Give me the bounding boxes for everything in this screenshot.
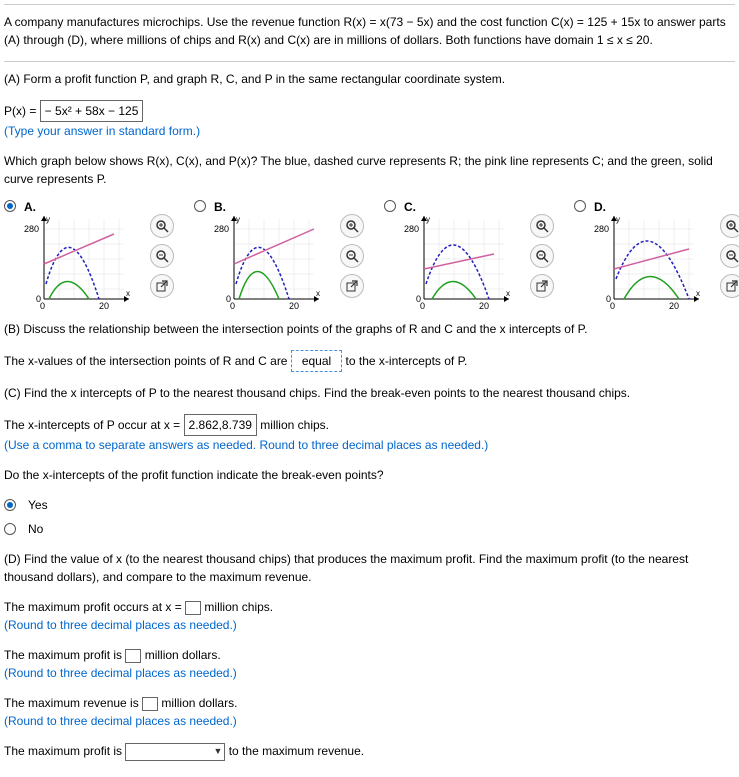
svg-text:0: 0 bbox=[606, 294, 611, 304]
part-a-hint: (Type your answer in standard form.) bbox=[4, 122, 735, 140]
zoom-out-icon[interactable] bbox=[720, 244, 739, 268]
part-c-question: Do the x-intercepts of the profit functi… bbox=[4, 466, 735, 484]
svg-text:20: 20 bbox=[99, 301, 109, 311]
zoom-in-icon[interactable] bbox=[720, 214, 739, 238]
svg-text:x: x bbox=[506, 289, 510, 298]
part-c-hint: (Use a comma to separate answers as need… bbox=[4, 436, 735, 454]
open-external-icon[interactable] bbox=[150, 274, 174, 298]
label-no: No bbox=[28, 520, 43, 538]
d-hint-1: (Round to three decimal places as needed… bbox=[4, 616, 735, 634]
graph-c: 280 0 20 y x 0 bbox=[404, 214, 524, 314]
radio-option-d[interactable] bbox=[574, 200, 586, 212]
svg-text:280: 280 bbox=[594, 224, 609, 234]
radio-yes[interactable] bbox=[4, 499, 16, 511]
choice-b-label: B. bbox=[214, 200, 364, 214]
zoom-out-icon[interactable] bbox=[150, 244, 174, 268]
d-l2-input[interactable] bbox=[125, 649, 141, 663]
zoom-in-icon[interactable] bbox=[340, 214, 364, 238]
graph-a: 280 0 20 y x 0 bbox=[24, 214, 144, 314]
which-graph-question: Which graph below shows R(x), C(x), and … bbox=[4, 152, 735, 188]
graph-d: 280 0 20 y x 0 bbox=[594, 214, 714, 314]
d-l3-input[interactable] bbox=[142, 697, 158, 711]
d-l1-pre: The maximum profit occurs at x = bbox=[4, 600, 182, 614]
open-external-icon[interactable] bbox=[340, 274, 364, 298]
radio-no[interactable] bbox=[4, 523, 16, 535]
svg-text:y: y bbox=[236, 215, 240, 224]
open-external-icon[interactable] bbox=[720, 274, 739, 298]
svg-text:280: 280 bbox=[214, 224, 229, 234]
zoom-in-icon[interactable] bbox=[150, 214, 174, 238]
d-l2-pre: The maximum profit is bbox=[4, 648, 122, 662]
part-a-title: (A) Form a profit function P, and graph … bbox=[4, 70, 735, 88]
svg-text:0: 0 bbox=[226, 294, 231, 304]
graph-b: 280 0 20 y x 0 bbox=[214, 214, 334, 314]
radio-option-a[interactable] bbox=[4, 200, 16, 212]
open-external-icon[interactable] bbox=[530, 274, 554, 298]
part-c-pre: The x-intercepts of P occur at x = bbox=[4, 418, 180, 432]
svg-text:x: x bbox=[696, 289, 700, 298]
svg-text:x: x bbox=[316, 289, 320, 298]
d-l3-post: million dollars. bbox=[161, 696, 237, 710]
zoom-in-icon[interactable] bbox=[530, 214, 554, 238]
svg-text:y: y bbox=[616, 215, 620, 224]
zoom-out-icon[interactable] bbox=[340, 244, 364, 268]
d-hint-3: (Round to three decimal places as needed… bbox=[4, 712, 735, 730]
graph-choices: A. 280 0 20 y bbox=[4, 200, 735, 314]
svg-text:280: 280 bbox=[24, 224, 39, 234]
svg-text:y: y bbox=[426, 215, 430, 224]
part-c-answer-input[interactable]: 2.862,8.739 bbox=[184, 414, 257, 436]
part-b-answer-select[interactable]: equal bbox=[291, 350, 342, 372]
svg-text:280: 280 bbox=[404, 224, 419, 234]
part-b-post: to the x-intercepts of P. bbox=[346, 354, 468, 368]
radio-option-c[interactable] bbox=[384, 200, 396, 212]
choice-d-label: D. bbox=[594, 200, 739, 214]
px-answer-input[interactable]: − 5x² + 58x − 125 bbox=[40, 100, 144, 122]
d-l4-post: to the maximum revenue. bbox=[229, 744, 364, 758]
zoom-out-icon[interactable] bbox=[530, 244, 554, 268]
svg-text:x: x bbox=[126, 289, 130, 298]
part-d-title: (D) Find the value of x (to the nearest … bbox=[4, 550, 735, 586]
part-b-title: (B) Discuss the relationship between the… bbox=[4, 320, 735, 338]
choice-a-label: A. bbox=[24, 200, 174, 214]
svg-text:0: 0 bbox=[416, 294, 421, 304]
d-l1-post: million chips. bbox=[204, 600, 273, 614]
label-yes: Yes bbox=[28, 496, 48, 514]
d-l3-pre: The maximum revenue is bbox=[4, 696, 139, 710]
d-l4-pre: The maximum profit is bbox=[4, 744, 122, 758]
part-c-post: million chips. bbox=[260, 418, 329, 432]
d-l1-input[interactable] bbox=[185, 601, 201, 615]
part-c-title: (C) Find the x intercepts of P to the ne… bbox=[4, 384, 735, 402]
choice-c-label: C. bbox=[404, 200, 554, 214]
svg-text:0: 0 bbox=[36, 294, 41, 304]
part-b-pre: The x-values of the intersection points … bbox=[4, 354, 287, 368]
px-prefix: P(x) = bbox=[4, 104, 40, 118]
d-l2-post: million dollars. bbox=[145, 648, 221, 662]
problem-intro: A company manufactures microchips. Use t… bbox=[4, 13, 735, 49]
d-l4-select[interactable] bbox=[125, 743, 225, 761]
svg-text:20: 20 bbox=[669, 301, 679, 311]
svg-text:y: y bbox=[46, 215, 50, 224]
svg-text:20: 20 bbox=[289, 301, 299, 311]
d-hint-2: (Round to three decimal places as needed… bbox=[4, 664, 735, 682]
svg-text:20: 20 bbox=[479, 301, 489, 311]
radio-option-b[interactable] bbox=[194, 200, 206, 212]
